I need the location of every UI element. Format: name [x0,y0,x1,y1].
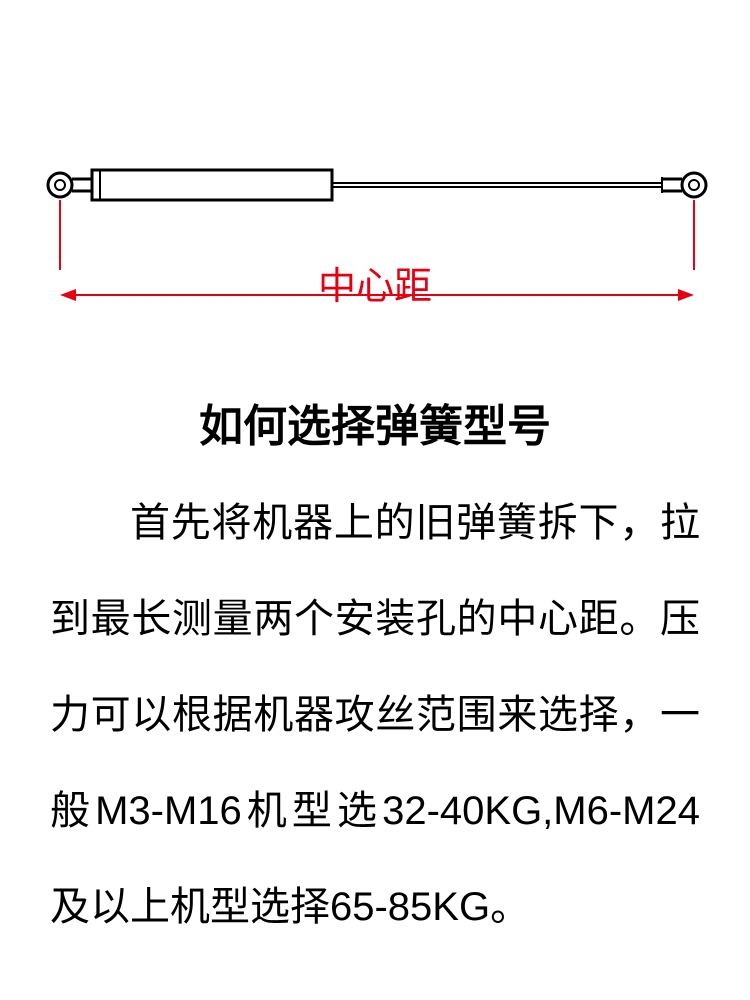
right-eye-outer [682,173,706,197]
body-paragraph: 首先将机器上的旧弹簧拆下，拉到最长测量两个安装孔的中心距。压力可以根据机器攻丝范… [50,475,700,955]
dimension-label: 中心距 [0,255,750,310]
section-heading: 如何选择弹簧型号 [0,390,750,454]
left-eye-hole [55,180,65,190]
left-eye-outer [48,173,72,197]
spring-body [92,170,332,200]
right-eye-hole [689,180,699,190]
